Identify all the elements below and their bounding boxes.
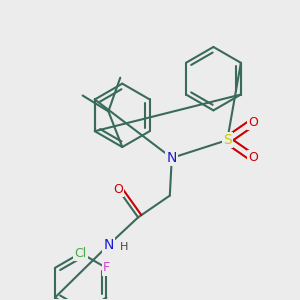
Text: Cl: Cl bbox=[74, 247, 87, 260]
Text: N: N bbox=[103, 238, 114, 252]
Text: N: N bbox=[167, 151, 177, 165]
Text: S: S bbox=[223, 133, 232, 147]
Text: O: O bbox=[113, 183, 123, 196]
Text: O: O bbox=[248, 152, 258, 164]
Text: O: O bbox=[248, 116, 258, 129]
Text: F: F bbox=[103, 261, 110, 274]
Text: H: H bbox=[120, 242, 128, 252]
